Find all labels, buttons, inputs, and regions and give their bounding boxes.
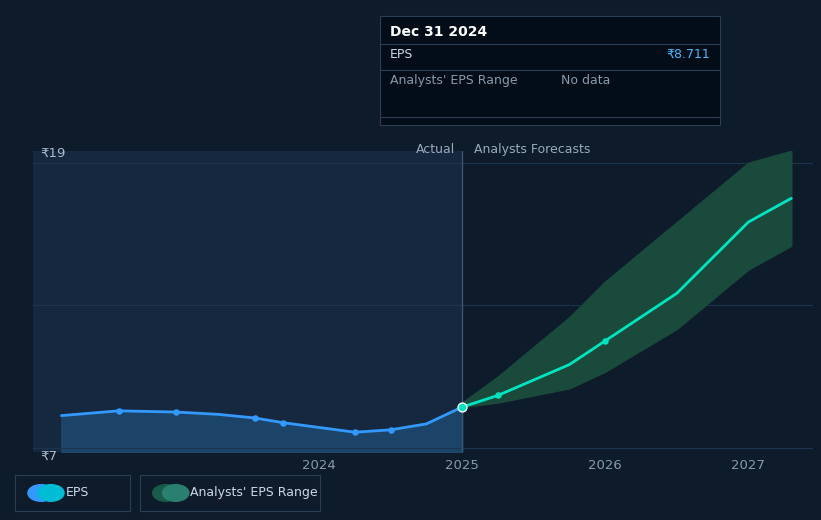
Text: EPS: EPS xyxy=(390,48,413,61)
Text: Actual: Actual xyxy=(415,142,455,155)
Text: No data: No data xyxy=(561,74,610,87)
Text: EPS: EPS xyxy=(66,487,89,499)
Point xyxy=(492,391,505,399)
Text: ₹8.711: ₹8.711 xyxy=(667,48,710,61)
Point xyxy=(277,419,290,427)
Text: ₹19: ₹19 xyxy=(40,147,66,160)
Point xyxy=(384,426,397,434)
Text: Analysts' EPS Range: Analysts' EPS Range xyxy=(190,487,318,499)
Point xyxy=(112,407,126,415)
Point xyxy=(456,403,469,411)
Point xyxy=(456,403,469,411)
Text: Analysts Forecasts: Analysts Forecasts xyxy=(474,142,590,155)
Bar xyxy=(33,151,462,452)
Point xyxy=(248,414,261,422)
Text: Dec 31 2024: Dec 31 2024 xyxy=(390,25,487,39)
Point xyxy=(348,428,361,436)
Text: Analysts' EPS Range: Analysts' EPS Range xyxy=(390,74,517,87)
Point xyxy=(599,336,612,345)
Bar xyxy=(462,151,813,452)
Text: ₹7: ₹7 xyxy=(40,450,57,463)
Point xyxy=(169,408,182,416)
